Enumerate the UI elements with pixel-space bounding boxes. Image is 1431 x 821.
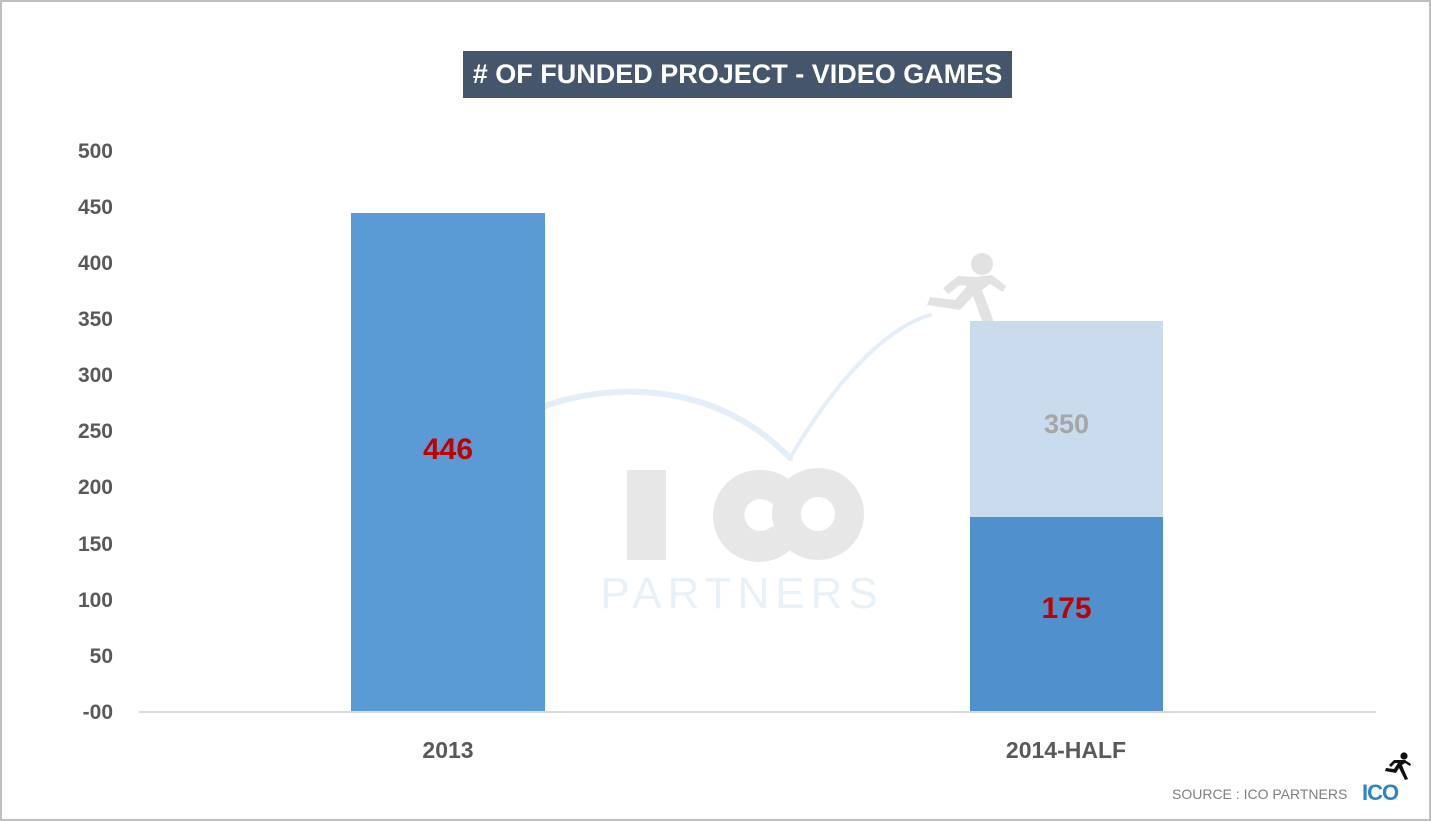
y-tick-150: 150 — [77, 533, 113, 556]
ico-logo: ICO — [1362, 780, 1399, 805]
y-tick-350: 350 — [77, 308, 113, 331]
chart-title: # OF FUNDED PROJECT - VIDEO GAMES — [463, 51, 1012, 98]
y-tick-0: -00 — [82, 701, 113, 724]
x-label-2014-half: 2014-HALF — [1005, 737, 1127, 763]
y-tick-100: 100 — [77, 589, 113, 612]
bar-2014-actual: 175 — [970, 517, 1163, 712]
x-label-2013: 2013 — [422, 737, 474, 763]
y-tick-250: 250 — [77, 420, 113, 443]
bar-2013: 446 — [351, 213, 545, 712]
bar-2014-actual-value: 175 — [1041, 592, 1092, 625]
bar-2014-projected: 350 — [970, 321, 1163, 517]
y-tick-450: 450 — [77, 196, 113, 219]
bar-2014-projected-value: 350 — [1043, 409, 1090, 439]
y-tick-400: 400 — [77, 252, 113, 275]
runner-logo-icon — [1385, 752, 1411, 780]
source-text: SOURCE : ICO PARTNERS — [1172, 786, 1348, 802]
y-tick-300: 300 — [77, 364, 113, 387]
x-axis-line — [139, 711, 1376, 713]
y-tick-50: 50 — [89, 645, 113, 668]
y-tick-500: 500 — [77, 140, 113, 163]
bar-2013-value: 446 — [422, 433, 474, 466]
y-tick-200: 200 — [77, 476, 113, 499]
